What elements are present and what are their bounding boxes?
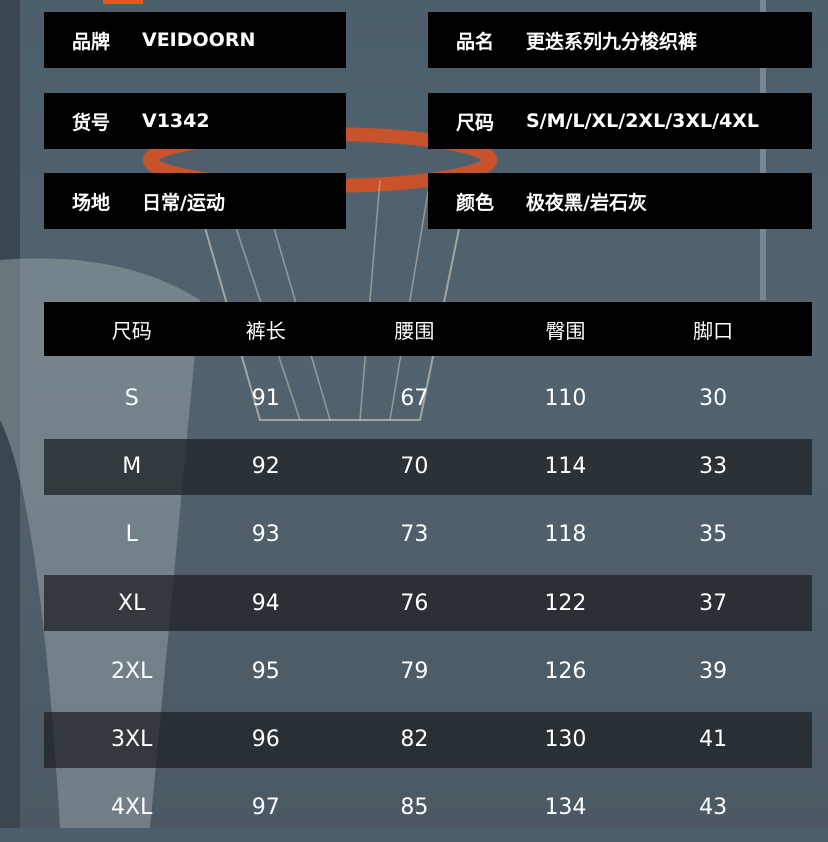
info-label: 颜色 xyxy=(456,188,526,215)
table-cell: 79 xyxy=(312,659,517,684)
table-cell: 35 xyxy=(614,522,812,547)
table-cell: 118 xyxy=(517,522,614,547)
table-cell: S xyxy=(44,386,219,411)
info-product-name: 品名 更迭系列九分梭织裤 xyxy=(428,12,812,68)
table-cell: 91 xyxy=(219,386,312,411)
table-cell: 73 xyxy=(312,522,517,547)
table-cell: 130 xyxy=(517,727,614,752)
table-cell: 122 xyxy=(517,591,614,616)
table-cell: XL xyxy=(44,591,219,616)
table-cell: 126 xyxy=(517,659,614,684)
table-cell: 4XL xyxy=(44,795,219,820)
info-value: 日常/运动 xyxy=(142,188,225,215)
table-cell: 3XL xyxy=(44,727,219,752)
table-cell: 30 xyxy=(614,386,812,411)
info-value: V1342 xyxy=(142,110,210,132)
info-label: 品名 xyxy=(456,27,526,54)
header-cell: 脚口 xyxy=(614,315,812,344)
info-item-number: 货号 V1342 xyxy=(44,93,346,149)
info-value: 更迭系列九分梭织裤 xyxy=(526,27,697,54)
info-label: 品牌 xyxy=(72,27,142,54)
table-cell: 70 xyxy=(312,454,517,479)
table-cell: 96 xyxy=(219,727,312,752)
header-cell: 臀围 xyxy=(517,315,614,344)
info-value: S/M/L/XL/2XL/3XL/4XL xyxy=(526,110,759,132)
table-cell: 114 xyxy=(517,454,614,479)
table-cell: 134 xyxy=(517,795,614,820)
table-cell: L xyxy=(44,522,219,547)
table-cell: 39 xyxy=(614,659,812,684)
info-brand: 品牌 VEIDOORN xyxy=(44,12,346,68)
table-cell: 37 xyxy=(614,591,812,616)
header-cell: 腰围 xyxy=(312,315,517,344)
table-cell: 95 xyxy=(219,659,312,684)
table-cell: 76 xyxy=(312,591,517,616)
info-color: 颜色 极夜黑/岩石灰 xyxy=(428,173,812,229)
table-cell: 94 xyxy=(219,591,312,616)
info-occasion: 场地 日常/运动 xyxy=(44,173,346,229)
header-cell: 裤长 xyxy=(219,315,312,344)
table-cell: 92 xyxy=(219,454,312,479)
table-cell: M xyxy=(44,454,219,479)
table-cell: 43 xyxy=(614,795,812,820)
info-label: 货号 xyxy=(72,108,142,135)
table-header: 尺码 裤长 腰围 臀围 脚口 xyxy=(44,302,812,356)
table-cell: 97 xyxy=(219,795,312,820)
info-value: 极夜黑/岩石灰 xyxy=(526,188,647,215)
table-cell: 41 xyxy=(614,727,812,752)
table-cell: 93 xyxy=(219,522,312,547)
info-value: VEIDOORN xyxy=(142,29,255,51)
info-label: 场地 xyxy=(72,188,142,215)
table-cell: 33 xyxy=(614,454,812,479)
header-cell: 尺码 xyxy=(44,315,219,344)
accent-bar xyxy=(103,0,143,4)
table-cell: 2XL xyxy=(44,659,219,684)
table-cell: 85 xyxy=(312,795,517,820)
info-sizes: 尺码 S/M/L/XL/2XL/3XL/4XL xyxy=(428,93,812,149)
table-cell: 110 xyxy=(517,386,614,411)
info-label: 尺码 xyxy=(456,108,526,135)
table-cell: 82 xyxy=(312,727,517,752)
table-cell: 67 xyxy=(312,386,517,411)
